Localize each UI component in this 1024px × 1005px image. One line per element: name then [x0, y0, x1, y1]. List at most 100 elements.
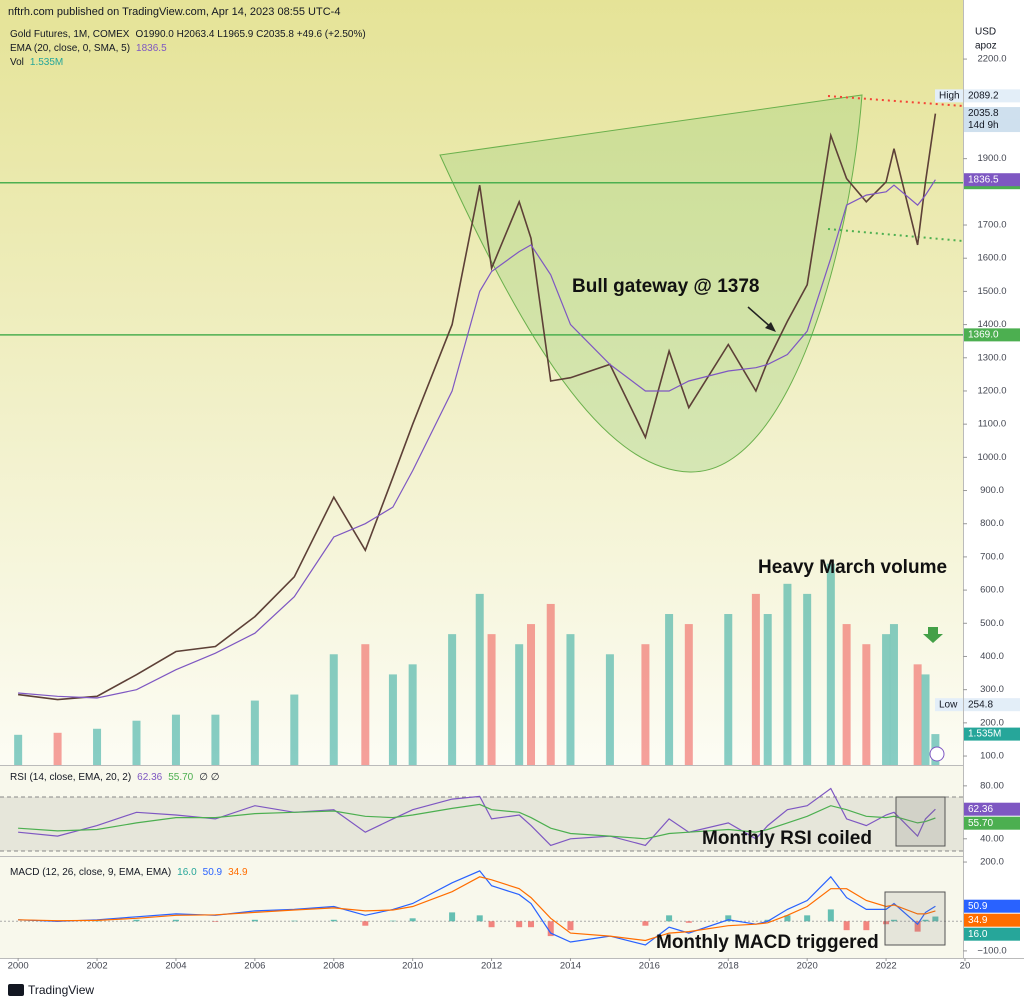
rsi-pane — [0, 766, 963, 856]
y-tick-label: 200.0 — [980, 857, 1004, 868]
y-tick-label: 80.00 — [980, 780, 1004, 791]
legend-value: 62.36 — [137, 772, 162, 783]
price-tag — [964, 173, 1020, 187]
histogram-bar — [291, 920, 298, 922]
y-tick-label: 1900.0 — [977, 153, 1006, 164]
legend-extra: ∅ ∅ — [199, 772, 219, 783]
volume-bar — [448, 634, 457, 765]
histogram-bar — [642, 921, 649, 926]
annotation: Bull gateway @ 1378 — [572, 276, 760, 297]
histogram-bar — [883, 921, 890, 925]
price-tag — [964, 913, 1020, 927]
price-tag — [964, 802, 1020, 816]
volume-bar — [487, 634, 496, 765]
x-tick-label: 2014 — [560, 961, 581, 972]
legend: RSI (14, close, EMA, 20, 2) 62.36 55.70 ∅ ∅ — [10, 772, 219, 783]
x-tick-label: 20 — [960, 961, 971, 972]
brand: TradingView — [28, 983, 94, 997]
legend: Vol 1.535M — [10, 57, 63, 68]
volume-bar — [882, 634, 891, 765]
volume-bar — [763, 614, 772, 765]
histogram-bar — [389, 920, 396, 922]
histogram-bar — [843, 921, 850, 931]
volume-bar — [913, 664, 922, 765]
scale-mode: apoz — [975, 41, 997, 52]
volume-bar — [211, 714, 220, 765]
y-tick-label: 1000.0 — [977, 452, 1006, 463]
currency: USD — [975, 27, 996, 38]
price-tag — [964, 698, 1020, 712]
tag-caption: Low — [939, 699, 958, 710]
legend-value: 50.9 — [203, 867, 223, 878]
countdown: 14d 9h — [968, 120, 999, 131]
volume-bar — [842, 624, 851, 765]
histogram-bar — [528, 921, 535, 928]
histogram-bar — [827, 909, 834, 922]
volume-bar — [361, 644, 370, 765]
volume-bar — [290, 694, 299, 765]
volume-bar — [515, 644, 524, 765]
y-tick-label: 1400.0 — [977, 319, 1006, 330]
histogram-bar — [804, 915, 811, 922]
price-tag — [964, 899, 1020, 913]
y-tick-label: 1300.0 — [977, 352, 1006, 363]
volume-bar — [862, 644, 871, 765]
volume-tag-label: 1.535M — [968, 729, 1001, 740]
x-tick-label: 2006 — [244, 961, 265, 972]
legend-ohlc: O1990.0 H2063.4 L1965.9 C2035.8 +49.6 (+… — [135, 29, 365, 40]
volume-bar — [724, 614, 733, 765]
price-tag — [964, 927, 1020, 941]
legend-symbol: Gold Futures, 1M, COMEX — [10, 29, 130, 40]
histogram-bar — [764, 919, 771, 922]
histogram-bar — [330, 919, 337, 922]
y-tick-label: 2200.0 — [977, 54, 1006, 65]
legend-rsi: RSI (14, close, EMA, 20, 2) — [10, 772, 131, 783]
x-tick-label: 2012 — [481, 961, 502, 972]
volume-bar — [921, 674, 930, 765]
legend-value: 55.70 — [168, 772, 193, 783]
price-tag-label: 2089.2 — [968, 90, 999, 101]
price-tag-label: 16.0 — [968, 929, 988, 940]
y-tick-label: 100.0 — [980, 751, 1004, 762]
y-tick-label: 700.0 — [980, 551, 1004, 562]
price-tag — [964, 107, 1020, 121]
resistance-line — [827, 95, 964, 107]
volume-bar — [527, 624, 536, 765]
volume-bar — [641, 644, 650, 765]
histogram-bar — [914, 921, 921, 932]
price-tag — [964, 89, 1020, 103]
volume-bar — [475, 593, 484, 765]
histogram-bar — [547, 921, 554, 937]
support-line — [827, 228, 964, 242]
y-tick-label: −100.0 — [977, 945, 1006, 956]
brand-logo — [8, 984, 24, 996]
histogram-bar — [922, 919, 929, 922]
series-line — [17, 113, 937, 701]
y-tick-label: 1100.0 — [978, 419, 1006, 430]
volume-bar — [250, 700, 259, 765]
countdown-box — [964, 119, 1020, 133]
price-tag — [964, 816, 1020, 830]
volume-bar — [53, 732, 62, 765]
histogram-bar — [890, 919, 897, 922]
y-tick-label: 200.0 — [980, 717, 1004, 728]
histogram-bar — [251, 919, 258, 922]
histogram-bar — [133, 919, 140, 922]
y-tick-label: 400.0 — [980, 651, 1004, 662]
legend-macd: MACD (12, 26, close, 9, EMA, EMA) — [10, 867, 171, 878]
price-tag-label: 1836.5 — [968, 174, 999, 185]
y-tick-label: 600.0 — [980, 585, 1004, 596]
histogram-bar — [784, 915, 791, 922]
x-tick-label: 2010 — [402, 961, 423, 972]
volume-bar — [665, 614, 674, 765]
volume-bar — [132, 720, 141, 765]
volume-bar — [684, 624, 693, 765]
y-tick-label: 800.0 — [980, 518, 1004, 529]
histogram-bar — [666, 915, 673, 922]
series-line — [18, 179, 936, 699]
volume-bar — [751, 593, 760, 765]
histogram-bar — [725, 915, 732, 922]
histogram-bar — [488, 921, 495, 928]
x-tick-label: 2002 — [86, 961, 107, 972]
